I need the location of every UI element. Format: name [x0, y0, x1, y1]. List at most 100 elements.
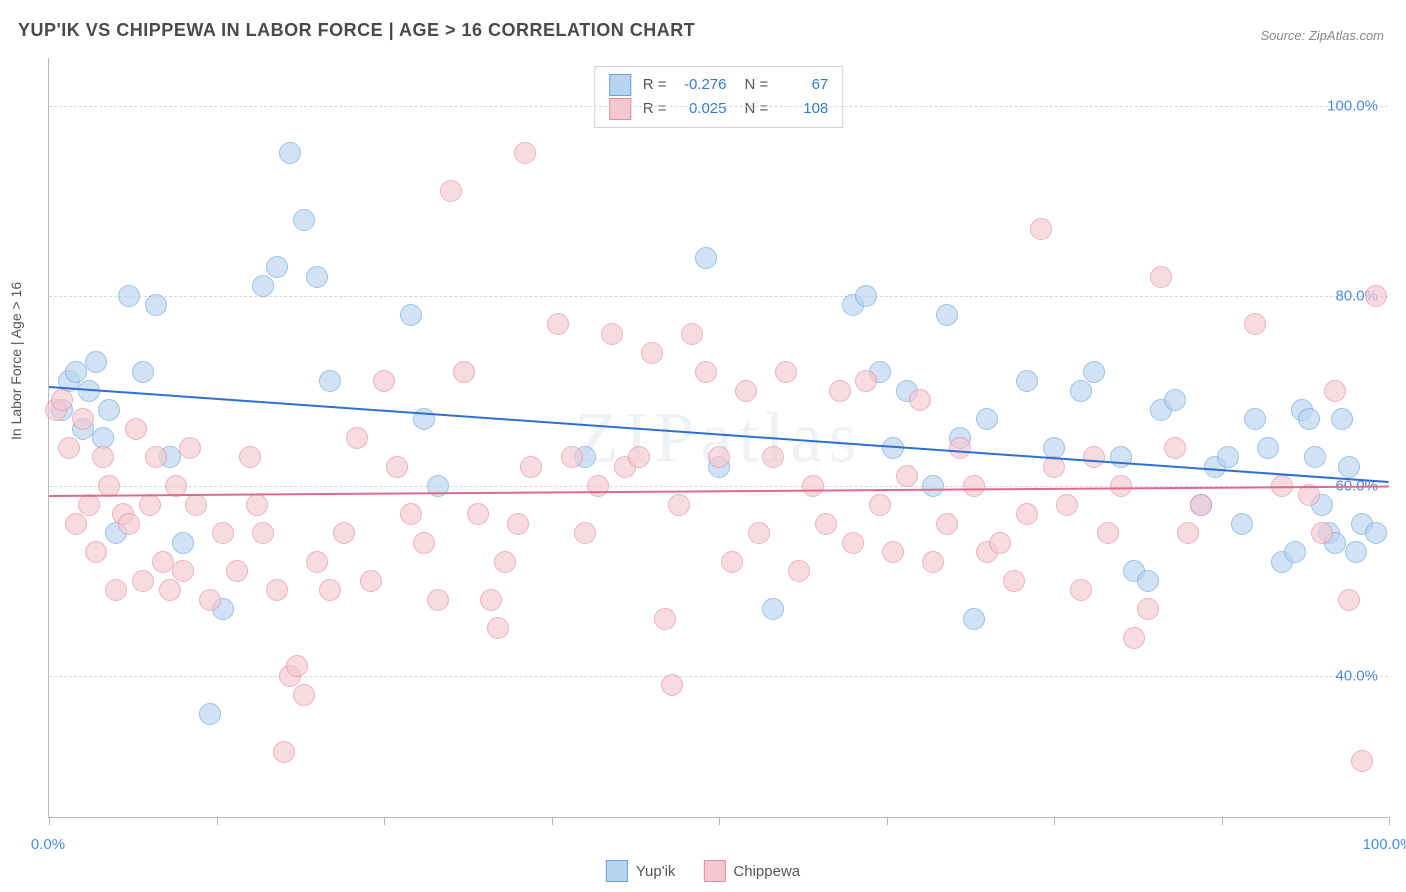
stats-row-chippewa: R = 0.025 N = 108: [609, 97, 829, 121]
n-value-yupik: 67: [776, 73, 828, 97]
scatter-point: [293, 684, 315, 706]
scatter-point: [132, 570, 154, 592]
scatter-point: [909, 389, 931, 411]
scatter-point: [145, 294, 167, 316]
scatter-point: [989, 532, 1011, 554]
scatter-point: [293, 209, 315, 231]
xtick: [887, 817, 888, 825]
scatter-point: [963, 608, 985, 630]
scatter-point: [400, 304, 422, 326]
scatter-point: [92, 446, 114, 468]
scatter-point: [1338, 456, 1360, 478]
scatter-point: [1365, 285, 1387, 307]
scatter-point: [105, 579, 127, 601]
scatter-point: [226, 560, 248, 582]
scatter-point: [1164, 389, 1186, 411]
scatter-point: [681, 323, 703, 345]
stats-row-yupik: R = -0.276 N = 67: [609, 73, 829, 97]
scatter-point: [1257, 437, 1279, 459]
scatter-point: [185, 494, 207, 516]
scatter-point: [1150, 266, 1172, 288]
scatter-point: [85, 351, 107, 373]
scatter-point: [922, 475, 944, 497]
scatter-point: [1137, 598, 1159, 620]
scatter-point: [400, 503, 422, 525]
scatter-point: [65, 361, 87, 383]
scatter-point: [413, 532, 435, 554]
scatter-point: [520, 456, 542, 478]
scatter-point: [1016, 370, 1038, 392]
scatter-point: [132, 361, 154, 383]
scatter-point: [788, 560, 810, 582]
scatter-point: [252, 522, 274, 544]
scatter-point: [1244, 408, 1266, 430]
scatter-point: [661, 674, 683, 696]
source-credit: Source: ZipAtlas.com: [1260, 28, 1384, 43]
r-value-yupik: -0.276: [675, 73, 727, 97]
scatter-point: [1083, 361, 1105, 383]
scatter-point: [869, 494, 891, 516]
scatter-point: [467, 503, 489, 525]
scatter-point: [360, 570, 382, 592]
r-label: R =: [643, 73, 667, 97]
gridline: [49, 106, 1388, 107]
scatter-point: [1338, 589, 1360, 611]
r-value-chippewa: 0.025: [675, 97, 727, 121]
scatter-point: [98, 399, 120, 421]
scatter-point: [1056, 494, 1078, 516]
n-value-chippewa: 108: [776, 97, 828, 121]
scatter-point: [118, 285, 140, 307]
scatter-point: [855, 285, 877, 307]
scatter-point: [775, 361, 797, 383]
swatch-yupik: [609, 74, 631, 96]
scatter-point: [487, 617, 509, 639]
ytick-label: 100.0%: [1327, 97, 1378, 114]
xtick: [1222, 817, 1223, 825]
scatter-point: [1284, 541, 1306, 563]
scatter-point: [1298, 408, 1320, 430]
scatter-point: [1110, 475, 1132, 497]
n-label: N =: [745, 97, 769, 121]
scatter-point: [708, 446, 730, 468]
plot-area: ZIPatlas R = -0.276 N = 67 R = 0.025 N =…: [48, 58, 1388, 818]
scatter-point: [58, 437, 80, 459]
legend-item-chippewa: Chippewa: [703, 860, 800, 882]
scatter-point: [65, 513, 87, 535]
scatter-point: [815, 513, 837, 535]
scatter-point: [179, 437, 201, 459]
scatter-point: [1164, 437, 1186, 459]
scatter-point: [628, 446, 650, 468]
xtick: [384, 817, 385, 825]
xtick-0: 0.0%: [31, 836, 65, 853]
scatter-point: [252, 275, 274, 297]
scatter-point: [266, 579, 288, 601]
scatter-point: [668, 494, 690, 516]
n-label: N =: [745, 73, 769, 97]
scatter-point: [1177, 522, 1199, 544]
xtick: [1389, 817, 1390, 825]
scatter-point: [239, 446, 261, 468]
scatter-point: [427, 589, 449, 611]
scatter-point: [1244, 313, 1266, 335]
scatter-point: [762, 598, 784, 620]
scatter-point: [896, 465, 918, 487]
legend-label-chippewa: Chippewa: [733, 863, 800, 880]
legend-swatch-yupik: [606, 860, 628, 882]
scatter-point: [1324, 380, 1346, 402]
legend-item-yupik: Yup'ik: [606, 860, 676, 882]
scatter-point: [440, 180, 462, 202]
scatter-point: [1190, 494, 1212, 516]
scatter-point: [762, 446, 784, 468]
scatter-point: [373, 370, 395, 392]
scatter-point: [319, 370, 341, 392]
scatter-point: [976, 408, 998, 430]
scatter-point: [1137, 570, 1159, 592]
y-axis-label: In Labor Force | Age > 16: [8, 282, 24, 440]
chart-title: YUP'IK VS CHIPPEWA IN LABOR FORCE | AGE …: [18, 20, 695, 41]
scatter-point: [1083, 446, 1105, 468]
scatter-point: [507, 513, 529, 535]
scatter-point: [855, 370, 877, 392]
scatter-point: [963, 475, 985, 497]
swatch-chippewa: [609, 98, 631, 120]
legend-swatch-chippewa: [703, 860, 725, 882]
